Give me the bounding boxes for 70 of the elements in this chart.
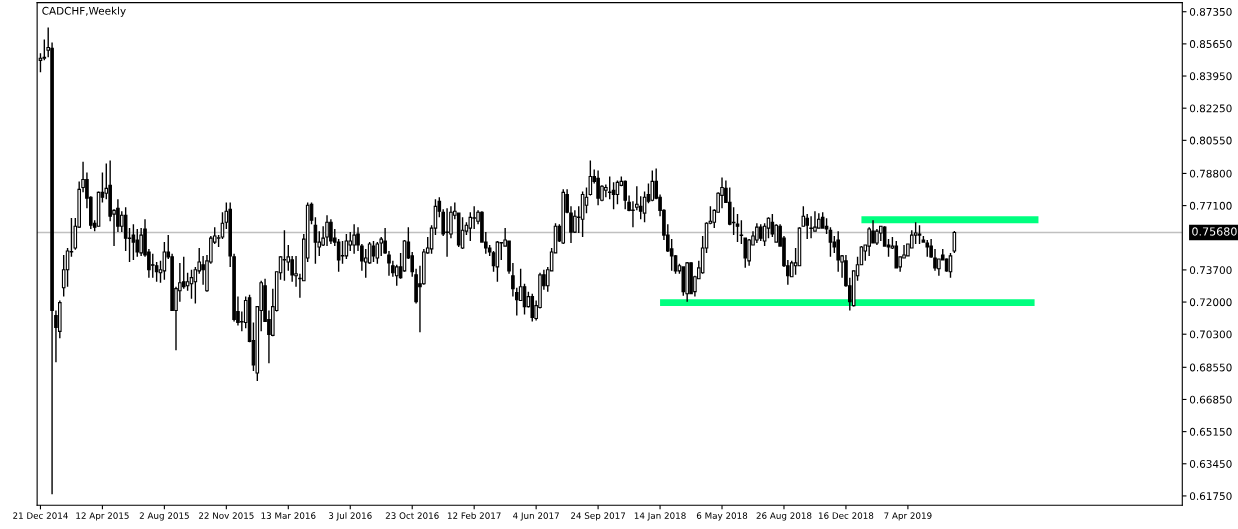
candlestick xyxy=(135,228,140,258)
x-tick-label: 4 Jun 2017 xyxy=(513,512,559,521)
candlestick xyxy=(755,222,759,244)
x-tick-label: 21 Dec 2014 xyxy=(13,512,68,519)
candlestick xyxy=(394,264,399,287)
y-tick-label: 0.70300 xyxy=(1189,330,1232,339)
candlestick xyxy=(375,241,380,265)
candlestick xyxy=(154,261,159,283)
x-tick-label: 14 Jan 2018 xyxy=(634,512,686,521)
candlestick xyxy=(801,205,806,227)
y-tick-label: 0.80550 xyxy=(1189,136,1232,145)
candlestick xyxy=(282,229,287,282)
candlestick xyxy=(344,233,349,260)
candlestick xyxy=(805,213,810,240)
candlestick xyxy=(607,175,612,201)
x-tick-label: 12 Apr 2015 xyxy=(76,512,129,521)
x-tick-label: 16 Dec 2018 xyxy=(818,512,874,519)
x-tick-label: 6 May 2018 xyxy=(696,512,748,521)
candlestick xyxy=(809,215,813,239)
chart-title: CADCHF,Weekly xyxy=(42,6,126,17)
candlestick xyxy=(150,253,155,279)
candlestick xyxy=(371,240,376,263)
candlestick xyxy=(340,240,345,265)
candlestick xyxy=(933,248,937,272)
y-tick-label: 0.63450 xyxy=(1189,460,1232,468)
candlestick xyxy=(913,221,918,245)
x-tick-label: 12 Feb 2017 xyxy=(447,512,501,519)
y-tick-label: 0.65150 xyxy=(1189,427,1232,436)
y-tick-label: 0.85650 xyxy=(1189,40,1232,48)
candlestick xyxy=(336,238,341,273)
candlestick xyxy=(596,169,600,206)
ref-line-label: 0.75680 xyxy=(1192,227,1237,236)
candlestick xyxy=(445,207,449,258)
candlestick xyxy=(325,214,329,247)
candlestick xyxy=(530,293,535,323)
candlestick xyxy=(836,230,840,273)
y-tick-label: 0.83950 xyxy=(1189,72,1232,81)
candlestick xyxy=(917,224,922,245)
x-tick-label: 26 Aug 2018 xyxy=(756,512,812,521)
y-tick-label: 0.61750 xyxy=(1189,492,1232,501)
y-tick-label: 0.68550 xyxy=(1189,363,1232,372)
x-tick-label: 2 Aug 2015 xyxy=(139,512,189,521)
candlestick xyxy=(952,230,957,254)
candlestick xyxy=(894,240,899,269)
candlestick xyxy=(472,205,476,230)
candlestick xyxy=(131,223,136,261)
y-tick-label: 0.72000 xyxy=(1189,298,1232,307)
x-tick-label: 13 Mar 2016 xyxy=(261,512,316,519)
candlestick xyxy=(650,169,655,202)
candlestick xyxy=(669,238,674,272)
y-tick-label: 0.78800 xyxy=(1189,169,1232,178)
x-tick-label: 23 Oct 2016 xyxy=(385,512,439,519)
candlestick xyxy=(329,218,333,245)
candlestick xyxy=(747,238,751,267)
y-tick-label: 0.73700 xyxy=(1189,266,1232,275)
candlestick xyxy=(139,227,143,257)
x-tick-label: 24 Sep 2017 xyxy=(571,512,626,521)
x-tick-label: 7 Apr 2019 xyxy=(884,512,932,521)
candlestick xyxy=(871,219,875,244)
candlestick xyxy=(720,176,724,209)
candlestick xyxy=(162,241,167,281)
candlestick xyxy=(367,241,372,265)
y-tick-label: 0.66850 xyxy=(1189,395,1232,404)
candlestick xyxy=(735,213,740,243)
candlestick xyxy=(352,223,356,255)
y-tick-label: 0.82250 xyxy=(1189,104,1232,113)
y-tick-label: 0.87350 xyxy=(1189,7,1232,16)
y-tick-label: 0.77100 xyxy=(1189,201,1232,210)
x-tick-label: 3 Jul 2016 xyxy=(328,512,372,521)
x-tick-label: 22 Nov 2015 xyxy=(198,512,254,519)
